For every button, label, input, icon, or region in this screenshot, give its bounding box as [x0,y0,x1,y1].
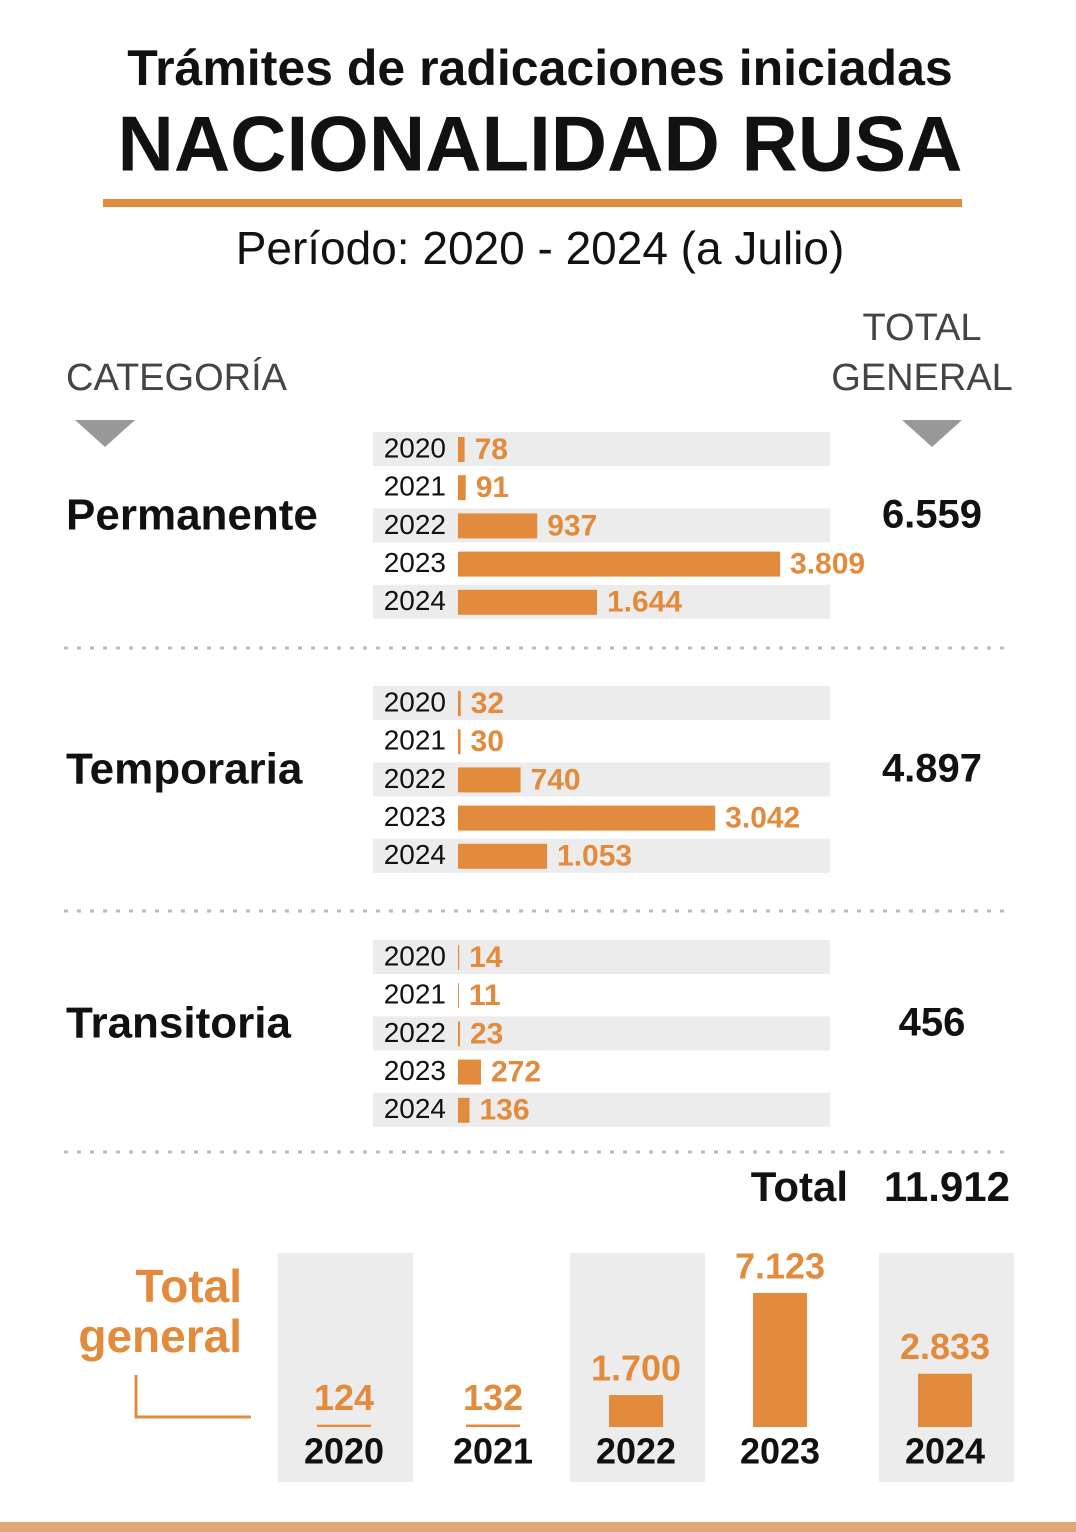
category-total: 6.559 [882,493,982,537]
bar [458,691,461,716]
value-label: 136 [479,1094,529,1127]
subtitle: Período: 2020 - 2024 (a Julio) [236,222,845,274]
bracket [134,1375,251,1419]
column-value-label: 124 [314,1377,374,1418]
bar [458,1097,470,1123]
year-label: 2024 [384,585,446,616]
row-track [373,940,830,974]
bar [458,1021,460,1047]
column-title: Total [136,1260,242,1312]
value-label: 3.042 [725,802,800,835]
row-track [373,508,830,543]
bar [458,513,538,539]
column-year-label: 2020 [304,1431,384,1472]
year-label: 2022 [384,509,446,540]
column-bar [317,1424,371,1427]
column-bar [753,1292,807,1427]
row-track [373,1092,830,1127]
year-label: 2021 [384,979,446,1010]
column-panel [879,1253,1014,1482]
title-underline [103,199,962,207]
row-track [373,762,830,797]
year-label: 2022 [384,1017,446,1048]
total-label: TOTAL [863,307,982,349]
column-year-label: 2022 [596,1431,676,1472]
year-label: 2023 [384,1055,446,1086]
category-total: 456 [899,1001,966,1045]
value-label: 78 [475,433,508,466]
bar [458,1059,481,1085]
bar [458,983,459,1009]
year-label: 2023 [384,547,446,578]
value-label: 32 [471,687,504,720]
value-label: 14 [469,941,503,974]
category-label: CATEGORÍA [66,356,288,399]
arrow [75,420,135,447]
column-title: general [78,1310,242,1362]
category-total: 4.897 [882,747,982,791]
column-value-label: 132 [463,1377,523,1418]
year-label: 2020 [384,432,446,463]
column-panel [278,1253,413,1482]
value-label: 937 [547,509,597,542]
year-label: 2022 [384,763,446,794]
year-label: 2021 [384,471,446,502]
column-year-label: 2023 [740,1431,820,1472]
title: Trámites de radicaciones iniciadas [127,40,952,96]
separators [64,646,1004,1154]
footer-band [0,1522,1076,1532]
bar [458,945,460,970]
value-label: 272 [491,1056,541,1089]
row-track [373,1016,830,1051]
column-panel [570,1253,705,1482]
headline: NACIONALIDAD RUSA [118,100,963,188]
value-label: 740 [531,763,581,796]
category-name: Permanente [66,491,318,540]
bar [458,805,716,831]
row-track [373,838,830,873]
year-label: 2024 [384,1093,446,1124]
year-label: 2023 [384,801,446,832]
value-label: 1.644 [607,586,682,619]
year-label: 2024 [384,839,446,870]
row-track [373,432,830,466]
value-label: 3.809 [790,548,865,581]
bar [458,729,461,755]
value-label: 11 [469,979,501,1012]
total-label: GENERAL [831,357,1013,399]
column-bar [918,1373,972,1427]
column-value-label: 7.123 [735,1245,825,1286]
category-name: Temporaria [66,745,303,794]
year-label: 2020 [384,686,446,717]
value-label: 91 [476,471,509,504]
column-year-label: 2024 [905,1431,985,1472]
grand-total-value: 11.912 [884,1163,1010,1210]
bar [458,589,597,615]
bar [458,437,465,462]
bar [458,475,466,501]
bar [458,551,781,577]
row-track [373,584,830,619]
year-label: 2020 [384,940,446,971]
value-label: 30 [471,725,504,758]
column-year-label: 2021 [453,1431,533,1472]
arrow [902,420,962,447]
column-bar [609,1395,663,1427]
year-label: 2021 [384,725,446,756]
grand-total-label: Total [751,1163,848,1210]
column-value-label: 2.833 [900,1326,990,1367]
value-label: 1.053 [557,840,632,873]
bar [458,843,548,869]
column-value-label: 1.700 [591,1348,681,1389]
column-bar [466,1424,520,1427]
bar [458,767,521,793]
category-name: Transitoria [66,999,291,1048]
row-track [373,686,830,720]
value-label: 23 [470,1017,503,1050]
